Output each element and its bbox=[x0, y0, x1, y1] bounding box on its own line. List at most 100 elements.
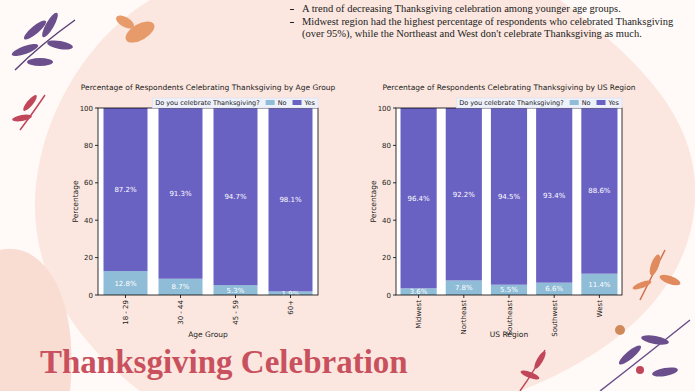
bars bbox=[401, 108, 618, 295]
x-axis-label: US Region bbox=[490, 330, 529, 339]
y-tick bbox=[95, 108, 98, 109]
bar-segment bbox=[446, 280, 482, 295]
chart: 3.6%7.8%5.5%6.6%11.4%96.4%92.2%94.5%93.4… bbox=[369, 83, 636, 339]
y-tick-label: 80 bbox=[84, 142, 93, 150]
legend-swatch bbox=[266, 100, 275, 105]
y-tick-label: 60 bbox=[382, 179, 391, 187]
bar-segment bbox=[104, 108, 148, 271]
x-tick bbox=[554, 295, 555, 298]
chart-title: Percentage of Respondents Celebrating Th… bbox=[81, 83, 336, 92]
plot-background bbox=[98, 108, 318, 295]
leaf bbox=[617, 343, 644, 367]
legend-label: No bbox=[278, 99, 287, 107]
data-label: 94.5% bbox=[498, 193, 521, 201]
data-label: 93.4% bbox=[543, 192, 566, 200]
leaf bbox=[40, 11, 61, 39]
y-tick bbox=[95, 220, 98, 221]
x-tick bbox=[235, 295, 236, 298]
legend-label: Yes bbox=[304, 99, 316, 107]
y-tick-label: 20 bbox=[382, 254, 391, 262]
data-label: 96.4% bbox=[407, 195, 430, 203]
legend-label: Yes bbox=[608, 99, 620, 107]
y-tick bbox=[393, 295, 396, 296]
note: Midwest region had the highest percentag… bbox=[288, 16, 688, 41]
legend-swatch bbox=[570, 100, 579, 105]
data-label: 5.3% bbox=[227, 287, 245, 295]
x-tick-label: 18 - 29 bbox=[122, 300, 130, 325]
slide-title: Thanksgiving Celebration bbox=[40, 344, 408, 380]
bar-segment bbox=[581, 108, 617, 274]
data-label: 92.2% bbox=[453, 191, 476, 199]
y-tick-label: 20 bbox=[84, 254, 93, 262]
bar-segment bbox=[536, 283, 572, 295]
legend: Do you celebrate Thanksgiving? No Yes bbox=[152, 98, 318, 108]
y-tick-label: 100 bbox=[378, 105, 391, 113]
data-label: 98.1% bbox=[279, 196, 302, 204]
data-label: 6.6% bbox=[545, 285, 563, 293]
leaf bbox=[12, 113, 33, 122]
y-tick bbox=[95, 145, 98, 146]
berry bbox=[615, 325, 625, 335]
note: A trend of decreasing Thanksgiving celeb… bbox=[288, 3, 688, 16]
bars bbox=[104, 108, 313, 295]
bar-segment bbox=[401, 108, 437, 288]
bar-segment bbox=[581, 274, 617, 295]
chart: 12.8%8.7%5.3%1.9%87.2%91.3%94.7%98.1%020… bbox=[71, 83, 335, 339]
legend-swatch bbox=[597, 100, 606, 105]
data-label: 12.8% bbox=[114, 280, 137, 288]
data-labels: 3.6%7.8%5.5%6.6%11.4%96.4%92.2%94.5%93.4… bbox=[407, 187, 610, 296]
leaf bbox=[114, 13, 136, 32]
y-tick-label: 0 bbox=[89, 292, 93, 300]
bullet bbox=[290, 9, 294, 10]
data-label: 5.5% bbox=[500, 286, 518, 294]
y-tick-label: 0 bbox=[387, 292, 391, 300]
legend-title: Do you celebrate Thanksgiving? bbox=[459, 99, 563, 107]
y-tick-label: 40 bbox=[382, 217, 391, 225]
x-tick bbox=[599, 295, 600, 298]
x-tick-label: West bbox=[596, 300, 604, 317]
bar-segment bbox=[214, 285, 258, 295]
legend-swatch bbox=[293, 100, 302, 105]
leaf bbox=[647, 253, 662, 276]
x-tick bbox=[180, 295, 181, 298]
x-tick-label: Midwest bbox=[415, 300, 423, 329]
leaf bbox=[658, 272, 681, 287]
data-label: 88.6% bbox=[588, 187, 611, 195]
y-tick bbox=[393, 220, 396, 221]
legend-label: No bbox=[582, 99, 591, 107]
y-tick bbox=[95, 257, 98, 258]
y-tick-label: 40 bbox=[84, 217, 93, 225]
x-tick-label: 60+ bbox=[287, 300, 295, 315]
bar-segment bbox=[491, 108, 527, 285]
data-label: 1.9% bbox=[282, 290, 300, 298]
y-tick-label: 60 bbox=[84, 179, 93, 187]
data-label: 11.4% bbox=[588, 281, 611, 289]
bullet bbox=[290, 22, 294, 23]
x-tick bbox=[463, 295, 464, 298]
leaf bbox=[632, 279, 653, 291]
notes: A trend of decreasing Thanksgiving celeb… bbox=[288, 3, 688, 41]
note-text: A trend of decreasing Thanksgiving celeb… bbox=[302, 3, 621, 14]
y-tick bbox=[393, 257, 396, 258]
data-label: 8.7% bbox=[172, 283, 190, 291]
plot-background bbox=[396, 108, 622, 295]
chart-title: Percentage of Respondents Celebrating Th… bbox=[382, 83, 635, 92]
legend-box bbox=[152, 98, 318, 108]
stem bbox=[600, 320, 690, 391]
bar-segment bbox=[269, 108, 313, 291]
y-tick bbox=[95, 182, 98, 183]
leaf bbox=[21, 93, 38, 112]
data-label: 91.3% bbox=[169, 190, 192, 198]
x-tick bbox=[290, 295, 291, 298]
legend-box bbox=[456, 98, 622, 108]
data-label: 94.7% bbox=[224, 193, 247, 201]
leaf bbox=[520, 369, 541, 381]
legend-title: Do you celebrate Thanksgiving? bbox=[155, 99, 259, 107]
leaf bbox=[10, 41, 39, 58]
x-tick-label: Southwest bbox=[551, 300, 559, 337]
slide: Thanksgiving Celebration 12.8% 8.7% 5.3% 1.9… bbox=[0, 0, 695, 391]
leaf bbox=[27, 58, 53, 66]
bar-segment bbox=[159, 108, 203, 279]
bar-segment bbox=[491, 285, 527, 295]
x-tick bbox=[509, 295, 510, 298]
